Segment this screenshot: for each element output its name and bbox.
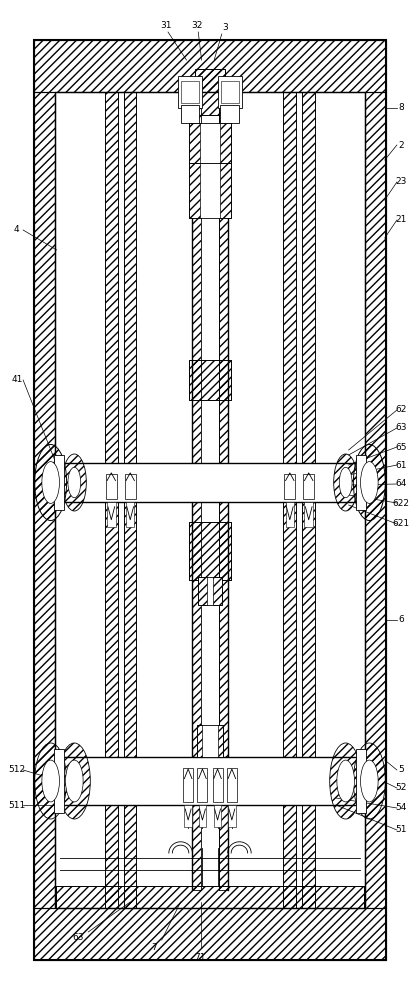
Bar (189, 360, 231, 400)
Text: 54: 54 (395, 804, 407, 812)
Bar (303, 474, 314, 499)
Bar (192, 92, 201, 890)
Bar (284, 92, 296, 908)
Bar (54, 749, 64, 813)
Circle shape (339, 467, 352, 498)
Text: 32: 32 (191, 20, 202, 29)
Bar (124, 92, 136, 908)
Bar (219, 92, 228, 890)
Bar (184, 805, 192, 827)
Bar (189, 163, 200, 218)
Bar (56, 886, 364, 908)
Bar (356, 749, 366, 813)
Circle shape (66, 760, 83, 802)
Text: 8: 8 (398, 104, 404, 112)
Text: 4: 4 (14, 226, 20, 234)
Bar (220, 163, 231, 218)
Bar (181, 105, 200, 123)
Circle shape (360, 462, 378, 503)
Bar (198, 577, 222, 605)
Bar (220, 123, 231, 163)
Text: 62: 62 (395, 406, 407, 414)
Circle shape (42, 760, 60, 802)
Text: 64: 64 (395, 480, 407, 488)
Bar (302, 92, 315, 908)
Bar (56, 757, 364, 805)
Bar (181, 81, 199, 103)
Text: 23: 23 (395, 178, 407, 186)
Text: 621: 621 (393, 520, 410, 528)
Bar (356, 455, 366, 510)
Text: 3: 3 (222, 23, 228, 32)
Text: 512: 512 (8, 766, 25, 774)
Circle shape (42, 462, 60, 503)
Circle shape (68, 467, 81, 498)
Text: 51: 51 (395, 826, 407, 834)
Bar (34, 40, 386, 960)
Text: 7: 7 (152, 944, 158, 952)
Text: 2: 2 (398, 140, 404, 149)
Bar (178, 76, 202, 108)
Bar (214, 805, 221, 827)
Circle shape (337, 760, 354, 802)
Text: 41: 41 (11, 375, 23, 384)
Bar (220, 105, 239, 123)
Bar (125, 474, 136, 499)
Text: 622: 622 (393, 498, 410, 508)
Bar (34, 908, 386, 960)
Bar (201, 92, 219, 890)
Bar (105, 92, 118, 908)
Text: 65: 65 (395, 442, 407, 452)
Bar (34, 92, 55, 908)
Bar (286, 502, 294, 527)
Bar (218, 76, 241, 108)
Text: 61: 61 (395, 460, 407, 470)
Bar (56, 463, 364, 502)
Text: 63: 63 (395, 424, 407, 432)
Bar (213, 768, 223, 802)
Bar (197, 725, 223, 757)
Bar (365, 92, 386, 908)
Text: 52: 52 (395, 784, 407, 792)
Bar (189, 522, 231, 580)
Bar (56, 886, 364, 908)
Bar (221, 81, 239, 103)
Bar (189, 360, 231, 400)
Bar (55, 92, 365, 908)
Bar (228, 805, 236, 827)
Bar (189, 163, 231, 218)
Bar (195, 69, 225, 115)
Bar (54, 455, 64, 510)
Text: 5: 5 (398, 766, 404, 774)
Bar (284, 474, 295, 499)
Text: 63: 63 (72, 934, 84, 942)
Bar (199, 805, 206, 827)
Text: 71: 71 (194, 954, 205, 962)
Bar (197, 768, 207, 802)
Bar (189, 123, 231, 163)
Bar (197, 725, 202, 757)
Bar (227, 768, 237, 802)
Bar (106, 474, 117, 499)
Bar (126, 502, 134, 527)
Bar (284, 92, 296, 908)
Bar (107, 502, 116, 527)
Circle shape (360, 760, 378, 802)
Bar (218, 725, 223, 757)
Text: 21: 21 (395, 216, 407, 225)
Text: 31: 31 (160, 20, 172, 29)
Bar (304, 502, 313, 527)
Bar (183, 768, 193, 802)
Bar (189, 123, 200, 163)
Bar (105, 92, 118, 908)
Bar (302, 92, 315, 908)
Bar (213, 577, 222, 605)
Bar (189, 522, 231, 580)
Bar (34, 40, 386, 92)
Bar (124, 92, 136, 908)
Text: 511: 511 (8, 800, 26, 810)
Bar (198, 577, 207, 605)
Text: 6: 6 (398, 615, 404, 624)
